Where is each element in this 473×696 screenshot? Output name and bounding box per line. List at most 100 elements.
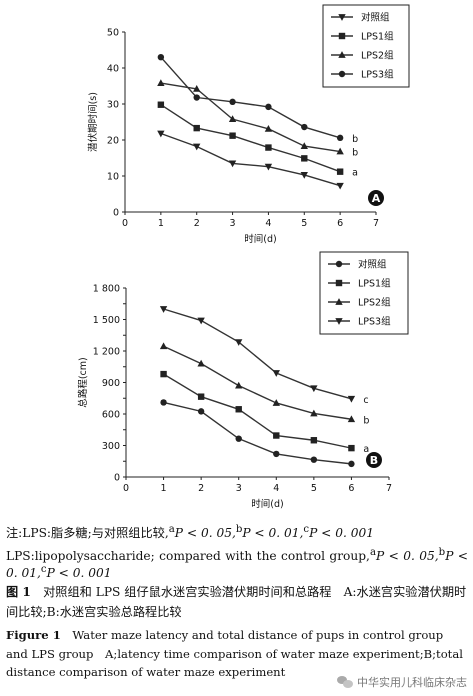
y-tick-label: 0 <box>114 473 120 484</box>
x-tick-label: 2 <box>194 218 200 229</box>
figure-note: 注:LPS:脂多糖;与对照组比较,aP < 0. 05,bP < 0. 01,c… <box>6 520 468 566</box>
y-tick-label: 40 <box>107 64 119 75</box>
data-point <box>265 144 272 151</box>
panel-label-circle <box>368 190 384 206</box>
data-point <box>310 385 318 393</box>
y-tick-label: 0 <box>113 208 119 219</box>
chart-a: 0 1 2 3 4 5 6 701020304050时间(d)潜伏期时间(s)abb对照组LP… <box>87 4 410 245</box>
legend-marker <box>335 318 343 325</box>
data-point <box>235 406 242 413</box>
data-point <box>197 359 205 367</box>
watermark-text: 中华实用儿科临床杂志 <box>357 676 467 689</box>
p-value: P < <box>445 549 469 564</box>
x-tick-label: 2 <box>198 483 204 494</box>
data-point <box>197 317 205 325</box>
significance-label: a <box>352 168 358 179</box>
wechat-icon <box>337 675 353 689</box>
data-point <box>235 381 243 389</box>
significance-label: a <box>363 444 369 455</box>
y-tick-label: 300 <box>102 441 120 452</box>
data-point <box>336 134 344 142</box>
x-tick-label: 6 <box>337 218 343 229</box>
y-tick-label: 1 800 <box>93 284 120 295</box>
y-tick-label: 10 <box>107 172 119 183</box>
significance-label: b <box>352 134 358 145</box>
data-point <box>300 172 308 179</box>
x-tick-label: 6 <box>348 483 354 494</box>
series-line <box>163 345 352 420</box>
y-tick-label: 600 <box>102 410 120 421</box>
figure-title-text: Water maze latency and total distance of… <box>6 628 463 679</box>
data-point <box>272 370 280 377</box>
data-point <box>273 450 280 458</box>
data-point <box>197 393 205 400</box>
figure-label: 图 1 <box>6 585 31 599</box>
significance-label: b <box>363 415 369 426</box>
sup: c <box>40 564 47 575</box>
data-point <box>273 432 280 439</box>
sup: c <box>303 524 310 535</box>
series-line <box>160 132 341 187</box>
legend-marker <box>335 298 343 305</box>
data-point <box>160 370 167 378</box>
data-point <box>272 399 280 406</box>
x-tick-label: 3 <box>236 483 242 494</box>
sup: b <box>438 547 446 559</box>
legend-label: LPS2组 <box>358 297 391 309</box>
x-tick-label: 4 <box>273 483 279 494</box>
data-point <box>310 437 318 444</box>
y-tick-label: 50 <box>107 28 119 39</box>
legend-marker <box>338 14 346 21</box>
x-axis-label: 时间(d) <box>251 498 283 510</box>
x-tick-label: 0 <box>123 483 129 494</box>
significance-label: c <box>363 395 368 406</box>
y-tick-label: 900 <box>102 378 120 389</box>
legend-label: LPS3组 <box>361 69 394 81</box>
x-tick-label: 7 <box>386 483 392 494</box>
x-tick-label: 4 <box>265 218 271 229</box>
y-tick-label: 30 <box>107 100 119 111</box>
legend-label: 对照组 <box>358 259 387 271</box>
legend-label: LPS1组 <box>358 278 391 290</box>
legend-marker <box>335 260 343 268</box>
watermark: 中华实用儿科临床杂志 <box>337 672 467 692</box>
note-line-2: LPS:lipopolysaccharide; compared with th… <box>6 543 468 566</box>
data-point <box>229 132 236 139</box>
data-point <box>310 456 318 463</box>
data-point <box>310 409 318 417</box>
data-point <box>264 163 273 171</box>
data-point <box>157 79 165 86</box>
legend-label: 对照组 <box>361 12 390 24</box>
x-tick-label: 5 <box>311 483 317 494</box>
data-point <box>301 123 308 131</box>
series-line <box>160 82 341 153</box>
legend-marker <box>335 279 343 287</box>
sup: b <box>235 524 243 535</box>
x-tick-label: 1 <box>158 218 164 229</box>
figure-title-en: Figure 1 Water maze latency and total di… <box>6 626 468 682</box>
data-point <box>336 147 344 155</box>
series-line <box>163 308 352 400</box>
p-value: P < 0. 001 <box>46 566 112 581</box>
data-point <box>301 155 308 162</box>
p-value: P < 0. 01, <box>242 526 304 541</box>
series-line <box>163 373 352 449</box>
x-tick-label: 3 <box>230 218 236 229</box>
series-line <box>160 56 341 139</box>
p-value: 0. 01, <box>6 566 41 581</box>
data-point <box>197 408 205 415</box>
data-point <box>348 444 355 452</box>
figure-title-cn: 图 1 对照组和 LPS 组仔鼠水迷宫实验潜伏期时间和总路程 A:水迷宫实验潜伏… <box>6 582 468 622</box>
series-line <box>163 401 352 465</box>
data-point <box>265 103 272 111</box>
data-point <box>193 124 200 132</box>
x-axis-label: 时间(d) <box>244 233 276 245</box>
data-point <box>348 460 355 468</box>
data-point <box>229 98 236 106</box>
series-line <box>160 104 341 173</box>
legend-marker <box>338 70 346 78</box>
panel-label: A <box>372 192 381 205</box>
legend-marker <box>338 32 346 40</box>
p-value: P < 0. 05, <box>174 526 236 541</box>
